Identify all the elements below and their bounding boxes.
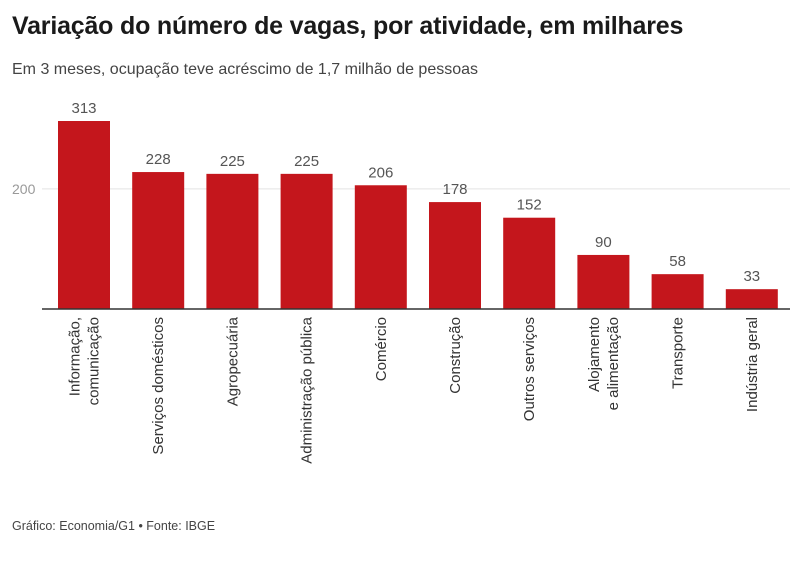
category-label: Construção [447,317,464,394]
bar-value-label: 90 [595,234,612,251]
bar-value-label: 228 [146,151,171,168]
bar [503,217,556,309]
category-label-line: e alimentação [605,317,622,410]
bar-value-label: 225 [294,153,319,170]
category-label-line: Alojamento [586,317,603,392]
bar [132,172,185,309]
bar-value-label: 313 [71,100,96,117]
category-label-line: Serviços domésticos [150,317,167,455]
y-tick-label: 200 [12,181,36,197]
bar [429,202,481,309]
bar-value-label: 152 [517,197,542,214]
bar [725,289,778,309]
bar [206,173,259,309]
category-label-line: Indústria geral [744,317,761,412]
chart-title: Variação do número de vagas, por ativida… [12,12,684,40]
bar [577,254,630,309]
category-label-line: comunicação [86,317,103,405]
category-label: Serviços domésticos [150,317,167,455]
bar [280,173,333,309]
source-note: Gráfico: Economia/G1 • Fonte: IBGE [12,519,216,533]
category-label: Indústria geral [744,317,761,412]
bar [58,121,110,309]
chart-subtitle: Em 3 meses, ocupação teve acréscimo de 1… [12,61,479,78]
category-label-line: Transporte [670,317,687,389]
category-label-line: Construção [447,317,464,394]
category-label: Agropecuária [224,316,241,406]
category-label: Alojamento e alimentação [586,317,622,410]
category-label-line: Outros serviços [521,317,538,421]
bar [354,185,407,309]
bar-value-label: 225 [220,153,245,170]
category-label: Comércio [373,317,390,381]
bar-value-label: 58 [669,253,686,270]
bar-value-label: 206 [368,164,393,181]
bar-value-label: 33 [743,268,760,285]
category-label-line: Informação, [67,317,84,396]
category-label: Transporte [670,317,687,389]
category-label-line: Comércio [373,317,390,381]
category-label-line: Administração pública [299,316,316,463]
category-label: Informação, comunicação [67,317,103,405]
category-label-line: Agropecuária [224,316,241,406]
bar-value-label: 178 [442,181,467,198]
category-label: Outros serviços [521,317,538,421]
bar [651,274,704,309]
category-label: Administração pública [299,316,316,463]
